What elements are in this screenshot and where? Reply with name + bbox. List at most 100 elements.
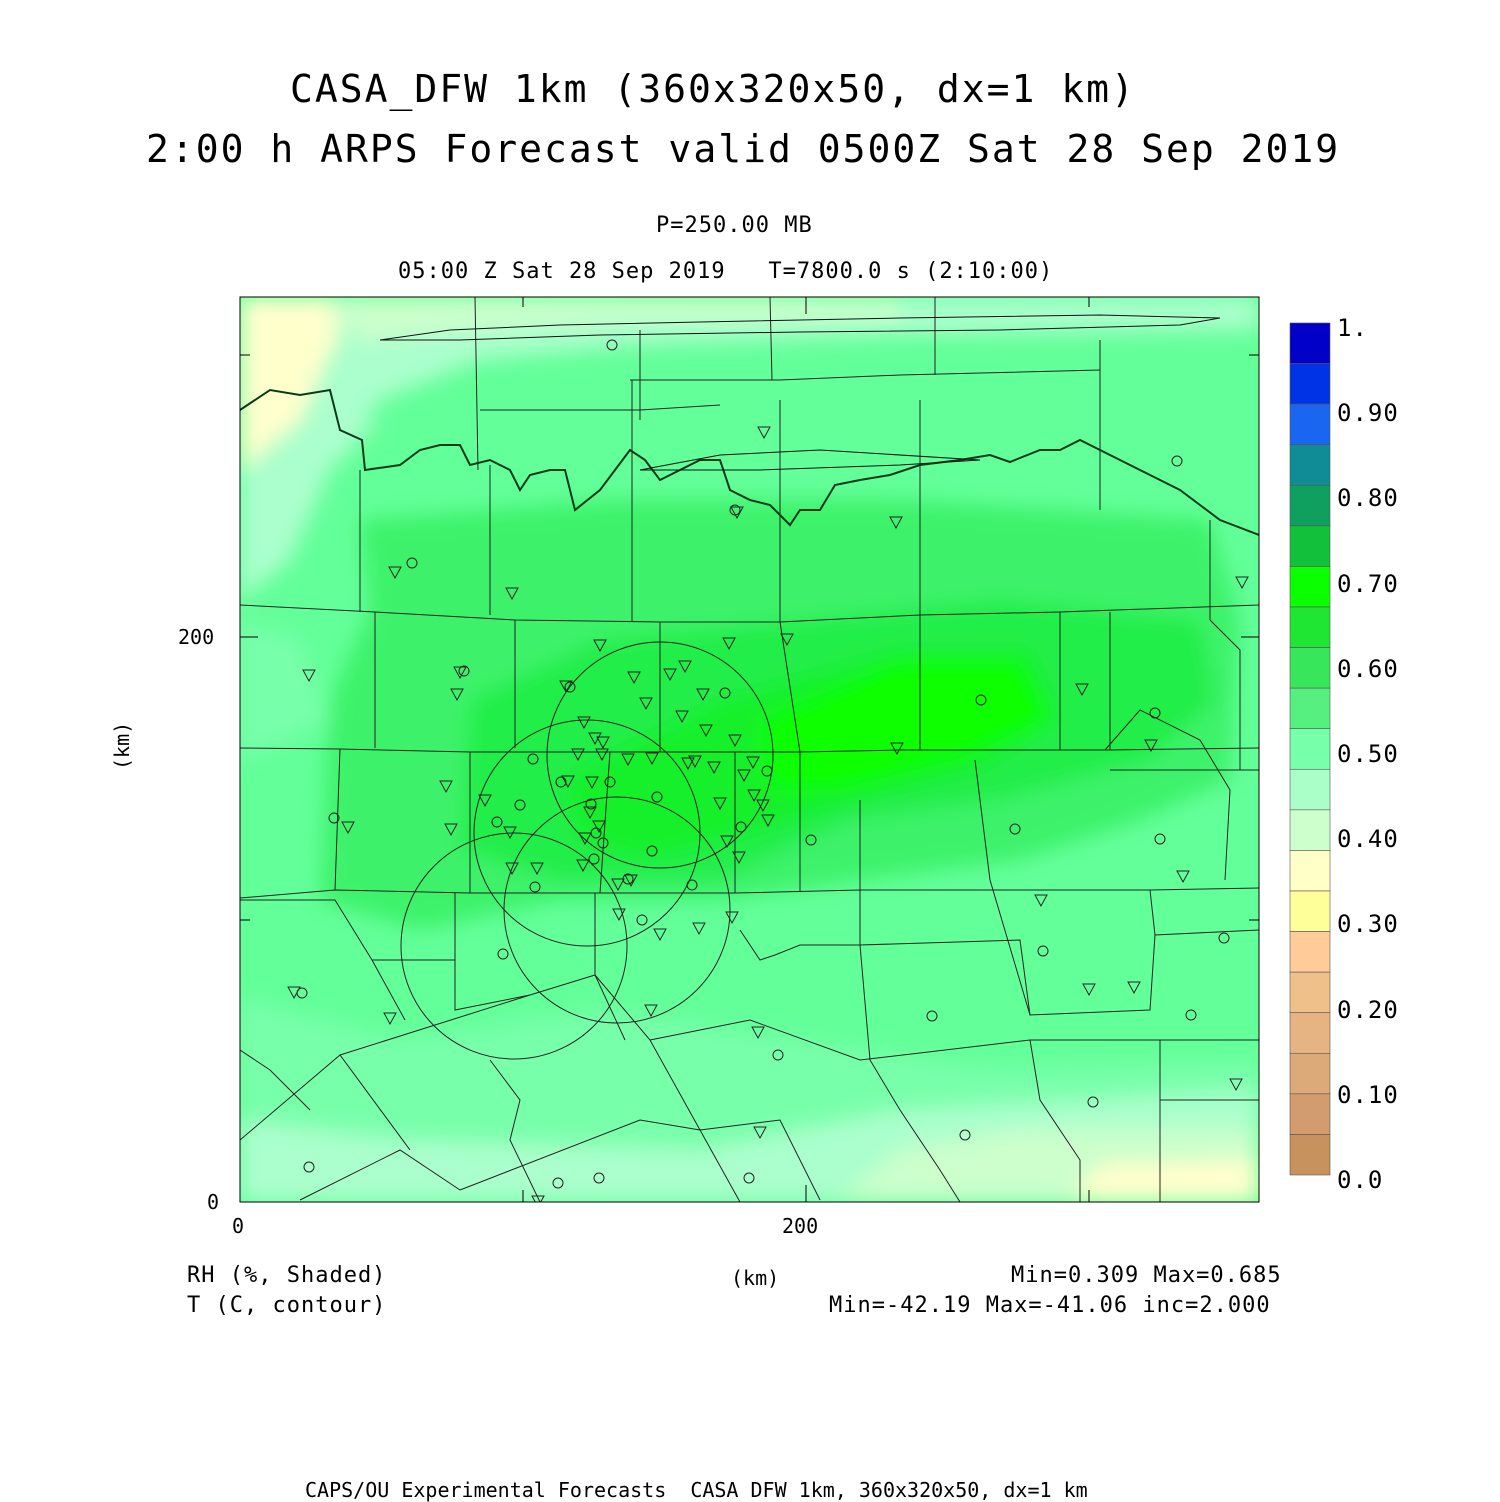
station-triangle-marker <box>439 780 453 794</box>
station-triangle-marker <box>653 928 667 942</box>
colorbar-label: 0.0 <box>1337 1166 1384 1194</box>
colorbar-label: 0.30 <box>1337 910 1399 939</box>
colorbar-swatch <box>1289 1052 1331 1095</box>
colorbar-label: 1. <box>1337 314 1368 342</box>
station-triangle-marker <box>890 742 904 756</box>
x-tick-200: 200 <box>782 1214 819 1238</box>
station-triangle-marker <box>707 761 721 775</box>
station-triangle-marker <box>1075 683 1089 697</box>
colorbar-swatch <box>1289 322 1331 364</box>
station-triangle-marker <box>699 724 713 738</box>
colorbar-swatch <box>1289 809 1331 851</box>
station-triangle-marker <box>1082 983 1096 997</box>
station-triangle-marker <box>503 826 517 840</box>
station-triangle-marker <box>583 806 597 820</box>
station-triangle-marker <box>1034 894 1048 908</box>
colorbar-swatch <box>1289 971 1331 1014</box>
colorbar-label: 0.10 <box>1337 1080 1399 1109</box>
plot-frame <box>239 296 1260 1203</box>
colorbar-swatch <box>1289 606 1331 648</box>
station-triangle-marker <box>561 775 575 789</box>
station-triangle-marker <box>722 637 736 651</box>
station-triangle-marker <box>688 755 702 769</box>
county-boundaries <box>240 297 1259 1202</box>
colorbar-label: 0.90 <box>1337 399 1399 428</box>
station-triangle-marker <box>730 506 744 520</box>
station-triangle-marker <box>720 835 734 849</box>
station-triangle-marker <box>737 769 751 783</box>
station-triangle-marker <box>287 986 301 1000</box>
colorbar-swatch <box>1289 403 1331 446</box>
station-triangle-marker <box>596 736 610 750</box>
station-triangle-marker <box>450 688 464 702</box>
pressure-level: P=250.00 MB <box>656 213 813 238</box>
colorbar-swatch <box>1289 890 1331 932</box>
colorbar-swatch <box>1289 1134 1331 1176</box>
colorbar-swatch <box>1289 728 1331 770</box>
colorbar-swatch <box>1289 444 1331 486</box>
station-triangle-marker <box>780 633 794 647</box>
colorbar-swatch <box>1289 1093 1331 1135</box>
station-triangle-marker <box>1176 870 1190 884</box>
station-triangle-marker <box>645 752 659 766</box>
x-axis-unit: (km) <box>731 1266 780 1290</box>
colorbar-swatch <box>1289 647 1331 689</box>
station-triangle-marker <box>751 1026 765 1040</box>
station-triangle-marker <box>756 799 770 813</box>
station-triangle-marker <box>1127 981 1141 995</box>
temperature-contour <box>379 314 1221 471</box>
station-triangle-marker <box>571 748 585 762</box>
station-triangle-marker <box>1144 739 1158 753</box>
station-triangle-marker <box>889 516 903 530</box>
station-triangle-marker <box>761 814 775 828</box>
field-shaded-label: RH (%, Shaded) <box>187 1263 387 1288</box>
station-triangle-marker <box>692 922 706 936</box>
colorbar-label: 0.70 <box>1337 569 1399 598</box>
station-triangle-marker <box>505 862 519 876</box>
colorbar-swatch <box>1289 768 1331 811</box>
station-triangle-marker <box>576 859 590 873</box>
station-triangle-marker <box>728 734 742 748</box>
station-triangle-marker <box>747 789 761 803</box>
station-triangles <box>287 426 1249 1202</box>
valid-time-line: 05:00 Z Sat 28 Sep 2019 T=7800.0 s (2:10… <box>398 259 1054 284</box>
station-triangle-marker <box>611 878 625 892</box>
contour-stats: Min=-42.19 Max=-41.06 inc=2.000 <box>829 1293 1271 1318</box>
station-triangle-marker <box>444 823 458 837</box>
station-triangle-marker <box>341 821 355 835</box>
station-triangle-marker <box>678 660 692 674</box>
title-line-1: CASA_DFW 1km (360x320x50, dx=1 km) <box>290 67 1136 111</box>
station-triangle-marker <box>1229 1078 1243 1092</box>
colorbar-label: 0.20 <box>1337 995 1399 1024</box>
station-triangle-marker <box>713 797 727 811</box>
colorbar-swatch <box>1289 931 1331 973</box>
station-triangle-marker <box>1235 576 1249 590</box>
station-triangle-marker <box>732 851 746 865</box>
station-triangle-marker <box>530 862 544 876</box>
station-triangle-marker <box>681 757 695 771</box>
y-tick-200: 200 <box>178 625 215 649</box>
colorbar-swatch <box>1289 850 1331 892</box>
station-triangle-marker <box>388 566 402 580</box>
footer-credit: CAPS/OU Experimental Forecasts CASA DFW … <box>305 1478 1088 1502</box>
station-triangle-marker <box>505 587 519 601</box>
station-triangle-marker <box>592 820 606 834</box>
x-tick-0: 0 <box>232 1214 245 1238</box>
station-triangle-marker <box>578 832 592 846</box>
rh-shading <box>240 297 1259 1202</box>
station-triangle-marker <box>621 753 635 767</box>
station-triangle-marker <box>453 666 467 680</box>
colorbar-label: 0.40 <box>1337 825 1399 854</box>
colorbar-swatch <box>1289 525 1331 567</box>
colorbar-swatch <box>1289 687 1331 730</box>
station-triangle-marker <box>639 697 653 711</box>
station-triangle-marker <box>577 716 591 730</box>
field-contour-label: T (C, contour) <box>187 1293 387 1318</box>
station-triangle-marker <box>663 668 677 682</box>
shaded-stats: Min=0.309 Max=0.685 <box>1011 1263 1282 1288</box>
station-triangle-marker <box>725 911 739 925</box>
station-triangle-marker <box>612 908 626 922</box>
station-triangle-marker <box>302 669 316 683</box>
radar-range-rings <box>400 641 774 1060</box>
